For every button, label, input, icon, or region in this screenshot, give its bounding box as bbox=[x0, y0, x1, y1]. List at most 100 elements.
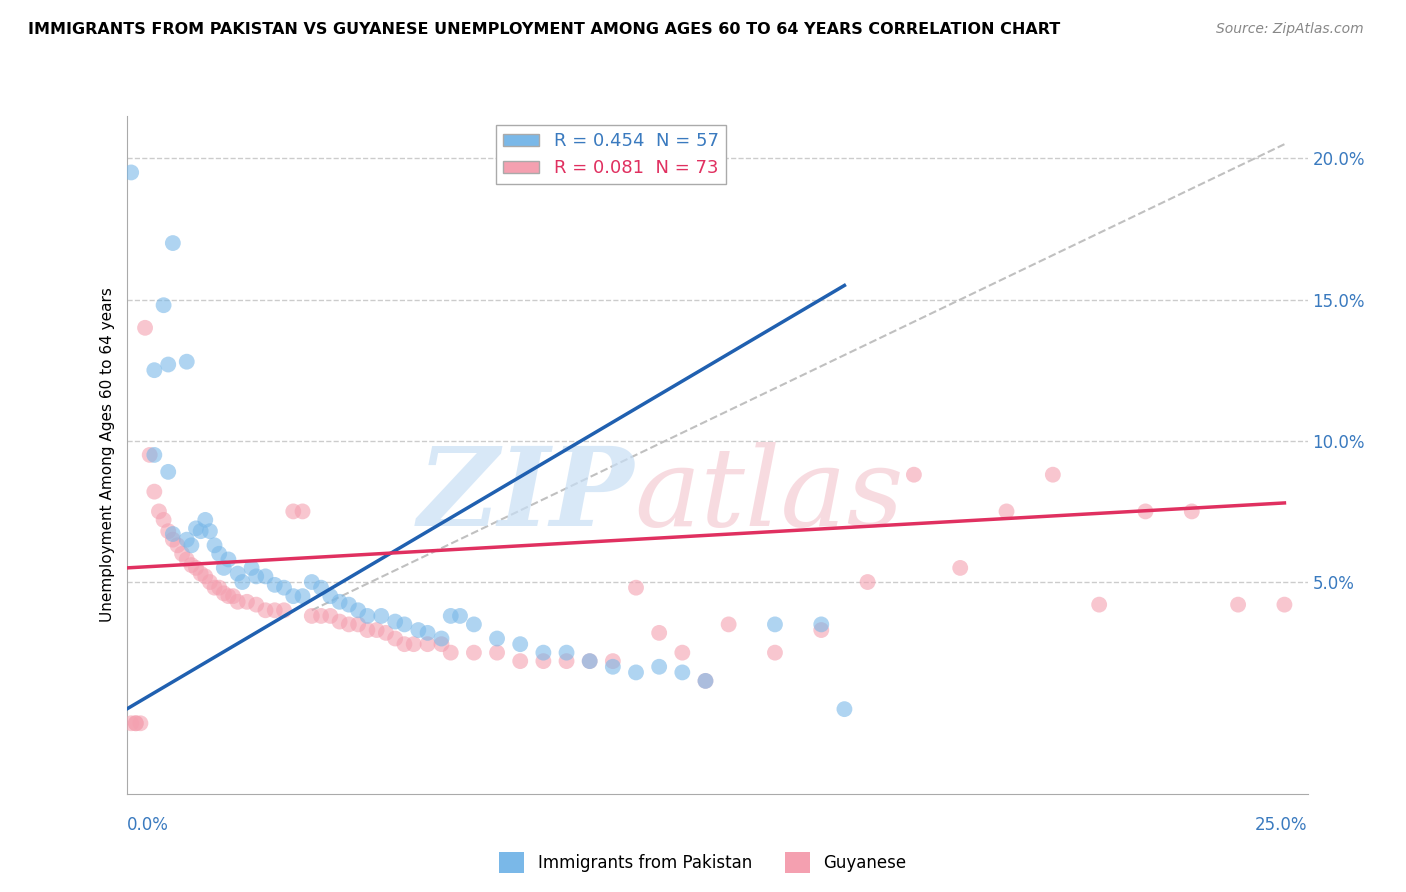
Point bbox=[509, 637, 531, 651]
Point bbox=[356, 623, 378, 637]
Point bbox=[222, 589, 245, 603]
Point bbox=[212, 586, 235, 600]
Text: Source: ZipAtlas.com: Source: ZipAtlas.com bbox=[1216, 22, 1364, 37]
Point bbox=[509, 654, 531, 668]
Point bbox=[763, 646, 786, 660]
Point bbox=[366, 623, 388, 637]
Legend: Immigrants from Pakistan, Guyanese: Immigrants from Pakistan, Guyanese bbox=[492, 846, 914, 880]
Point bbox=[245, 598, 267, 612]
Point bbox=[1088, 598, 1111, 612]
Point bbox=[430, 637, 453, 651]
Point bbox=[810, 623, 832, 637]
Point bbox=[226, 566, 249, 581]
Point bbox=[370, 609, 392, 624]
Point bbox=[162, 533, 184, 547]
Point bbox=[624, 665, 647, 680]
Point bbox=[555, 654, 578, 668]
Y-axis label: Unemployment Among Ages 60 to 64 years: Unemployment Among Ages 60 to 64 years bbox=[100, 287, 115, 623]
Point bbox=[337, 598, 360, 612]
Point bbox=[1274, 598, 1296, 612]
Point bbox=[180, 538, 202, 552]
Point bbox=[204, 581, 226, 595]
Point bbox=[416, 626, 439, 640]
Point bbox=[176, 533, 198, 547]
Point bbox=[184, 561, 207, 575]
Point bbox=[157, 524, 180, 539]
Point bbox=[463, 646, 485, 660]
Point bbox=[1042, 467, 1064, 482]
Point bbox=[531, 654, 554, 668]
Point bbox=[263, 603, 285, 617]
Point bbox=[810, 617, 832, 632]
Point bbox=[301, 609, 323, 624]
Point bbox=[240, 561, 263, 575]
Legend: R = 0.454  N = 57, R = 0.081  N = 73: R = 0.454 N = 57, R = 0.081 N = 73 bbox=[496, 125, 725, 185]
Point bbox=[125, 716, 148, 731]
Point bbox=[283, 589, 305, 603]
Point bbox=[208, 547, 231, 561]
Point bbox=[337, 617, 360, 632]
Text: atlas: atlas bbox=[634, 442, 904, 549]
Text: ZIP: ZIP bbox=[418, 442, 634, 549]
Point bbox=[273, 603, 295, 617]
Point bbox=[217, 589, 239, 603]
Point bbox=[648, 660, 671, 674]
Point bbox=[408, 623, 430, 637]
Point bbox=[184, 521, 207, 535]
Point bbox=[903, 467, 925, 482]
Point bbox=[134, 321, 156, 335]
Point bbox=[486, 646, 509, 660]
Point bbox=[486, 632, 509, 646]
Point bbox=[194, 513, 217, 527]
Point bbox=[319, 609, 342, 624]
Point bbox=[198, 524, 221, 539]
Point bbox=[254, 569, 277, 583]
Text: 25.0%: 25.0% bbox=[1256, 816, 1308, 834]
Point bbox=[602, 654, 624, 668]
Point bbox=[834, 702, 856, 716]
Point bbox=[430, 632, 453, 646]
Point bbox=[347, 617, 370, 632]
Point bbox=[120, 165, 142, 179]
Point bbox=[356, 609, 378, 624]
Point bbox=[190, 524, 212, 539]
Point bbox=[602, 660, 624, 674]
Point bbox=[217, 552, 239, 566]
Point bbox=[301, 574, 323, 589]
Point bbox=[1135, 504, 1157, 518]
Point bbox=[319, 589, 342, 603]
Point bbox=[283, 504, 305, 518]
Point bbox=[291, 504, 314, 518]
Point bbox=[309, 609, 332, 624]
Point bbox=[204, 538, 226, 552]
Point bbox=[263, 578, 285, 592]
Point bbox=[129, 716, 152, 731]
Point bbox=[143, 448, 166, 462]
Point bbox=[449, 609, 471, 624]
Point bbox=[143, 363, 166, 377]
Point bbox=[162, 527, 184, 541]
Point bbox=[995, 504, 1018, 518]
Point bbox=[198, 574, 221, 589]
Point bbox=[648, 626, 671, 640]
Point bbox=[416, 637, 439, 651]
Point bbox=[309, 581, 332, 595]
Point bbox=[162, 236, 184, 251]
Point bbox=[374, 626, 396, 640]
Point bbox=[273, 581, 295, 595]
Point bbox=[190, 566, 212, 581]
Point bbox=[236, 595, 259, 609]
Point bbox=[555, 646, 578, 660]
Point bbox=[291, 589, 314, 603]
Point bbox=[394, 617, 416, 632]
Text: 0.0%: 0.0% bbox=[127, 816, 169, 834]
Point bbox=[671, 646, 693, 660]
Point bbox=[226, 595, 249, 609]
Point bbox=[231, 574, 253, 589]
Text: IMMIGRANTS FROM PAKISTAN VS GUYANESE UNEMPLOYMENT AMONG AGES 60 TO 64 YEARS CORR: IMMIGRANTS FROM PAKISTAN VS GUYANESE UNE… bbox=[28, 22, 1060, 37]
Point bbox=[138, 448, 160, 462]
Point bbox=[695, 673, 717, 688]
Point bbox=[176, 552, 198, 566]
Point bbox=[143, 484, 166, 499]
Point bbox=[157, 358, 180, 372]
